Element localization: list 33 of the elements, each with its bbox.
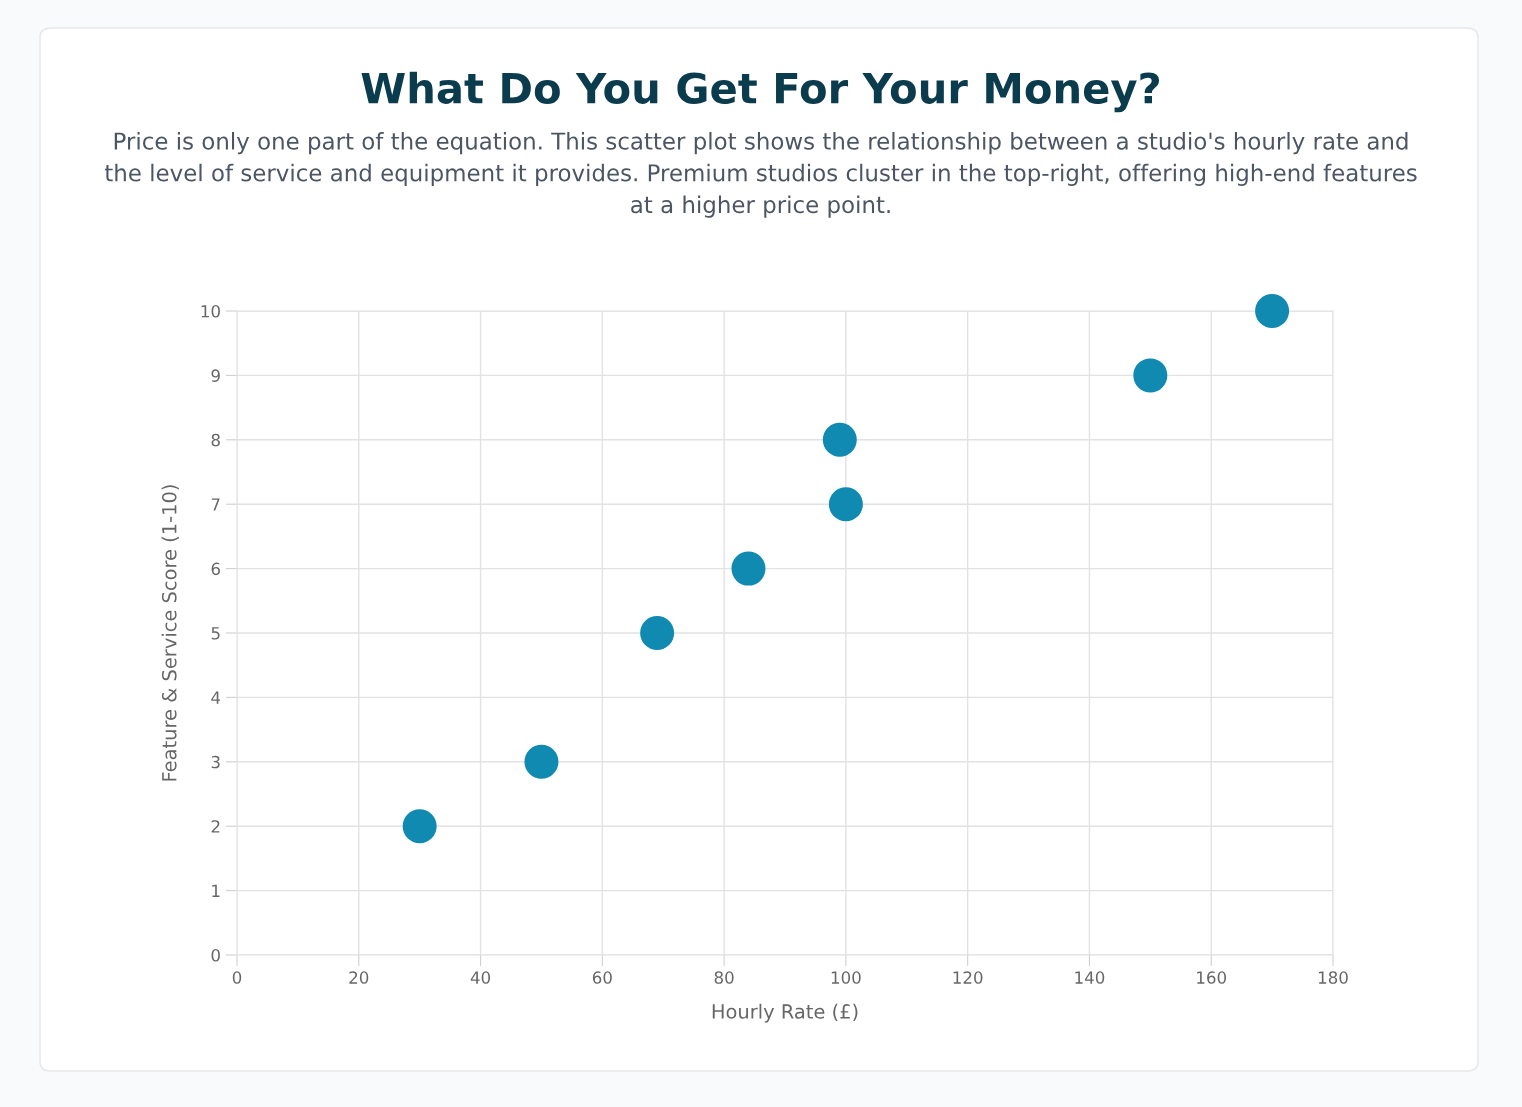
y-tick-label: 10 (201, 304, 220, 318)
x-tick-label: 180 (1318, 971, 1348, 984)
point (402, 809, 437, 844)
x-tick-label: 120 (953, 971, 983, 984)
y-tick-label: 6 (211, 562, 220, 576)
y-tick-label: 9 (211, 369, 220, 382)
y-tick-label: 2 (211, 820, 220, 833)
point (822, 422, 857, 457)
x-tick-label: 80 (714, 971, 734, 984)
y-tick-label: 1 (212, 884, 220, 897)
y-tick-label: 0 (211, 948, 220, 962)
x-tick-label: 60 (592, 971, 612, 984)
y-tick-label: 8 (211, 433, 220, 447)
point (640, 615, 675, 651)
x-tick-label: 140 (1075, 971, 1105, 984)
x-tick-label: 100 (831, 971, 861, 984)
point (1255, 293, 1290, 329)
y-axis-title: Feature & Service Score (1-10) (161, 485, 179, 781)
x-axis-title: Hourly Rate (£) (712, 1003, 858, 1023)
chart-subtitle: Price is only one part of the equation. This scatter plot shows the relationship between a studio's hourly rate and the level of service and equipment it provides. Premium studios cluster in the top-right, offering high-end features at a higher price point. (104, 132, 1417, 218)
y-tick-label: 4 (211, 691, 221, 704)
point (524, 744, 559, 779)
y-tick-label: 3 (211, 755, 220, 769)
x-tick-label: 160 (1197, 971, 1227, 984)
point (828, 487, 863, 522)
x-tick-label: 0 (232, 971, 242, 984)
x-tick-label: 40 (470, 971, 491, 984)
point (1133, 358, 1168, 393)
y-tick-label: 5 (211, 627, 220, 640)
chart-title: What Do You Get For Your Money? (361, 71, 1160, 113)
point (731, 551, 766, 586)
y-tick-label: 7 (211, 498, 220, 511)
x-tick-label: 20 (349, 971, 369, 984)
